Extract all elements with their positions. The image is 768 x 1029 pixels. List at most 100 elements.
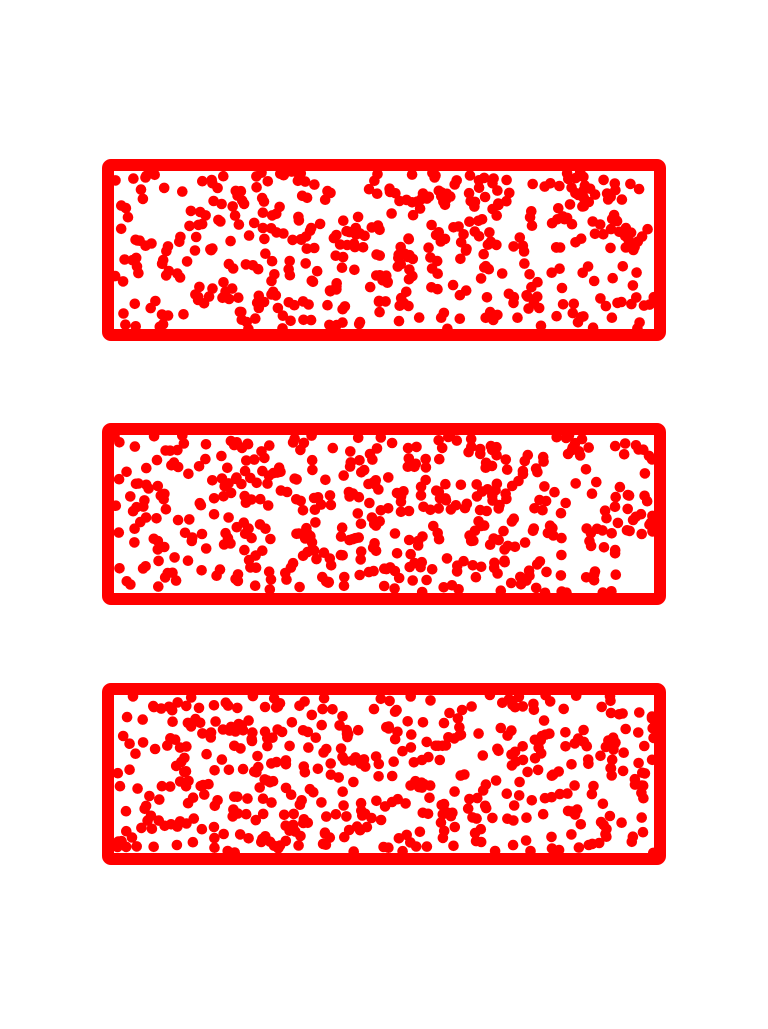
- dot: [526, 220, 538, 231]
- dot: [137, 193, 149, 205]
- dot: [364, 448, 376, 460]
- dot: [116, 835, 127, 847]
- dot: [127, 695, 139, 702]
- dot: [541, 566, 552, 578]
- dotted-panel-3: [102, 683, 666, 865]
- dot: [420, 453, 432, 465]
- dot: [593, 837, 605, 849]
- dot: [311, 553, 322, 565]
- dot: [475, 273, 487, 284]
- dot: [195, 499, 207, 511]
- dot: [262, 740, 273, 752]
- dot: [200, 543, 212, 554]
- dot: [465, 435, 477, 445]
- dot: [118, 308, 129, 319]
- dot: [306, 709, 318, 721]
- dot-field: [114, 171, 654, 329]
- dot: [626, 836, 638, 848]
- dot: [438, 825, 450, 837]
- dot: [353, 318, 365, 329]
- dot: [400, 798, 411, 809]
- dot: [503, 288, 515, 300]
- dot: [251, 182, 262, 193]
- dot: [402, 716, 414, 727]
- dot: [117, 730, 129, 742]
- dot: [370, 545, 382, 557]
- dot: [274, 840, 286, 851]
- dot: [269, 269, 280, 280]
- dot: [433, 503, 445, 514]
- dot: [488, 533, 500, 544]
- dot: [421, 574, 432, 586]
- dot: [481, 505, 493, 517]
- dot: [266, 255, 278, 267]
- dot: [114, 767, 124, 779]
- dot: [160, 504, 172, 515]
- dot: [309, 242, 320, 254]
- dot: [348, 846, 359, 853]
- dot: [356, 805, 367, 816]
- dot: [243, 715, 254, 726]
- dot: [573, 842, 585, 853]
- dot: [383, 842, 394, 853]
- dot: [153, 581, 164, 592]
- dot: [588, 780, 599, 792]
- dot: [256, 446, 267, 457]
- dot: [446, 580, 458, 591]
- dot: [609, 440, 621, 452]
- dot: [544, 696, 556, 707]
- dot: [569, 437, 581, 449]
- dot: [337, 786, 349, 797]
- dot: [257, 808, 269, 820]
- dot: [251, 767, 262, 778]
- dot: [527, 178, 538, 190]
- dot: [460, 245, 472, 256]
- dot: [569, 738, 581, 749]
- dot: [363, 183, 375, 195]
- dot: [371, 188, 383, 199]
- dot: [633, 757, 644, 769]
- dot: [181, 818, 192, 829]
- dot: [306, 275, 318, 287]
- dot: [397, 845, 408, 853]
- dot: [610, 184, 621, 196]
- dot: [172, 268, 183, 279]
- dot: [230, 473, 242, 485]
- dot: [491, 210, 503, 221]
- dot: [357, 242, 369, 253]
- dot: [473, 175, 485, 186]
- dot: [232, 569, 244, 580]
- dot: [265, 223, 277, 234]
- dot: [337, 711, 348, 722]
- dot: [406, 197, 418, 208]
- dot: [341, 811, 352, 822]
- dot: [405, 837, 416, 848]
- dot: [554, 180, 565, 192]
- dot-field: [114, 435, 654, 593]
- dot: [373, 771, 384, 782]
- dot: [295, 495, 307, 507]
- dot: [430, 229, 442, 241]
- dot: [570, 695, 582, 701]
- dot: [178, 438, 190, 449]
- dot: [546, 267, 557, 279]
- dot: [314, 218, 326, 230]
- dot: [299, 696, 310, 707]
- dot: [251, 171, 262, 182]
- dot: [403, 453, 415, 464]
- dot: [537, 808, 549, 820]
- dot: [290, 826, 301, 837]
- dot: [528, 698, 539, 710]
- dot: [203, 291, 215, 302]
- dot: [464, 171, 476, 181]
- dot: [172, 514, 184, 526]
- dot: [415, 490, 427, 501]
- dot: [552, 214, 563, 225]
- dot: [271, 467, 283, 478]
- dot: [481, 292, 493, 303]
- dot: [305, 314, 317, 326]
- dot: [257, 793, 269, 804]
- dot: [528, 523, 540, 534]
- dot: [464, 216, 475, 227]
- dot: [405, 548, 417, 560]
